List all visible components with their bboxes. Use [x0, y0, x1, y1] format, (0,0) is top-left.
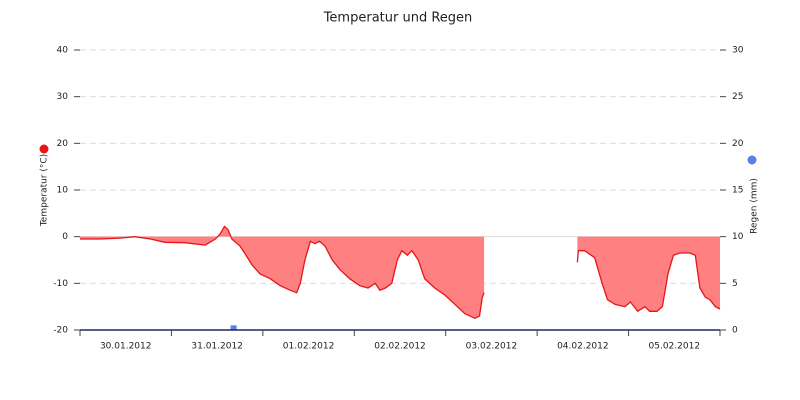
y2-tick-label: 5	[732, 279, 738, 289]
x-tick-label: 31.01.2012	[191, 342, 243, 352]
temperature-area	[80, 226, 485, 319]
temperature-area	[577, 236, 720, 312]
y2-tick-label: 0	[732, 326, 738, 336]
x-tick-label: 30.01.2012	[100, 342, 152, 352]
y-tick-label: 0	[62, 232, 68, 242]
y2-tick-label: 25	[732, 92, 743, 102]
y-tick-label: -10	[53, 279, 68, 289]
y-tick-label: 10	[57, 186, 69, 196]
y2-tick-label: 10	[732, 232, 744, 242]
y2-axis-marker	[747, 155, 757, 165]
temperature-line	[576, 250, 721, 313]
y2-tick-label: 15	[732, 186, 743, 196]
temperature-line	[80, 225, 485, 320]
x-tick-label: 04.02.2012	[557, 342, 609, 352]
y2-axis-label: Regen (mm)	[750, 178, 760, 234]
y-tick-label: 20	[57, 139, 69, 149]
y2-tick-label: 30	[732, 46, 744, 56]
x-tick-label: 03.02.2012	[466, 342, 518, 352]
rain-bar	[230, 325, 237, 330]
y-tick-label: -20	[53, 326, 68, 336]
x-tick-label: 05.02.2012	[649, 342, 701, 352]
y2-tick-label: 20	[732, 139, 744, 149]
x-tick-label: 02.02.2012	[374, 342, 426, 352]
y-tick-label: 30	[57, 92, 69, 102]
y-tick-label: 40	[57, 46, 69, 56]
y-axis-label: Temperatur (°C)	[40, 154, 50, 227]
chart-title: Temperatur und Regen	[323, 11, 473, 26]
x-tick-label: 01.02.2012	[283, 342, 335, 352]
y-axis-marker	[39, 144, 49, 154]
